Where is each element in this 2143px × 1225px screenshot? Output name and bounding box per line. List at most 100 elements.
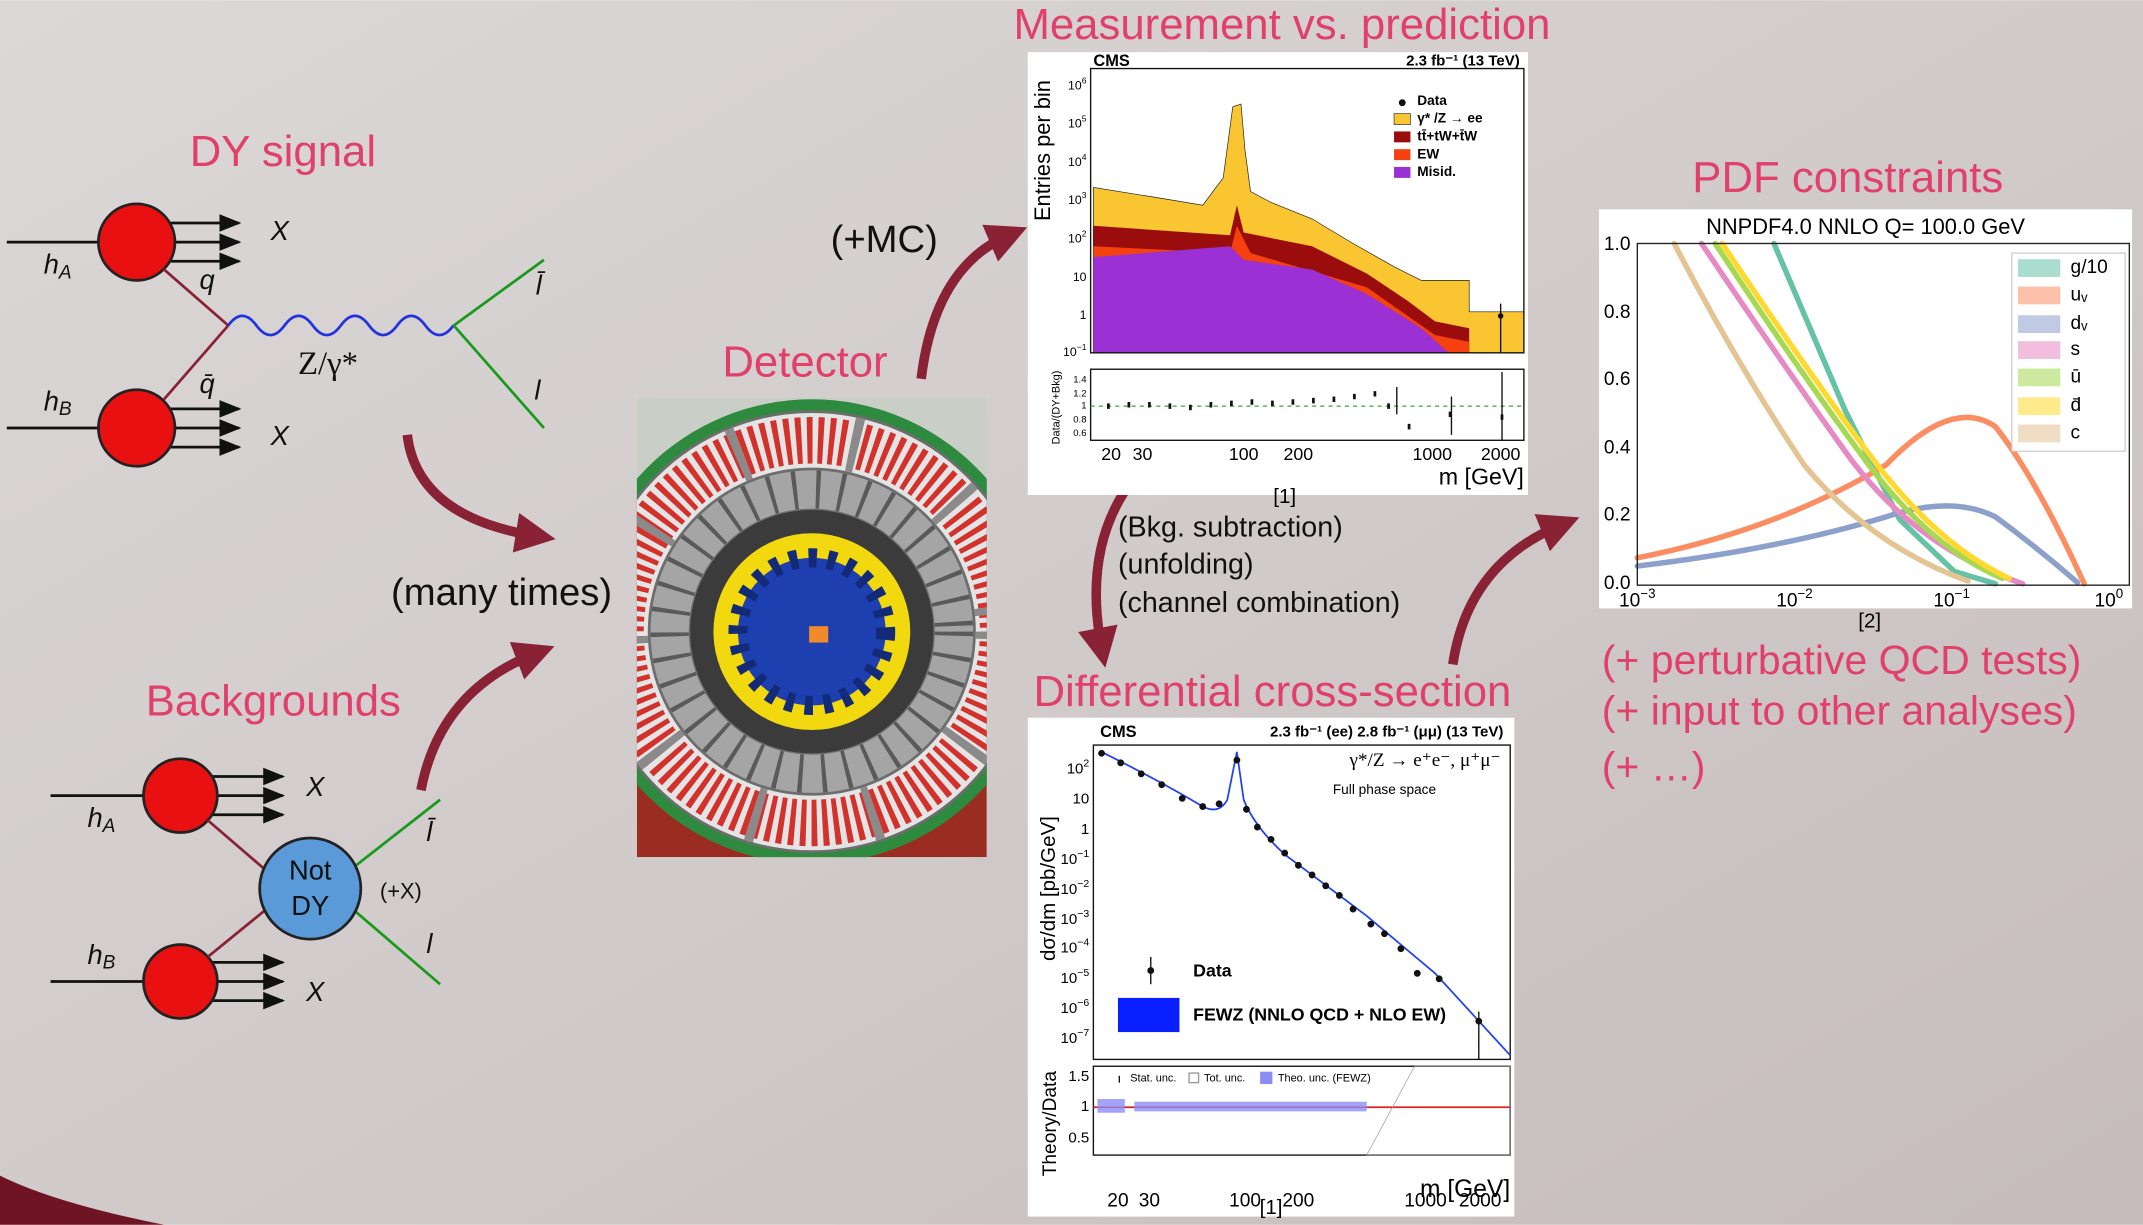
label: X <box>305 771 326 802</box>
experiment: CMS <box>1093 52 1129 70</box>
y-tick-label: −5 <box>1077 967 1089 979</box>
y-tick-label: 10 <box>1061 1000 1078 1017</box>
label: B <box>59 399 72 420</box>
y-tick-label: 1 <box>1081 821 1089 838</box>
y-tick-label: 3 <box>1082 190 1087 200</box>
reference: [1] <box>1260 1196 1283 1219</box>
y-tick-label: 0.4 <box>1604 438 1631 459</box>
label: A <box>102 816 116 837</box>
x-tick-label: −1 <box>1955 585 1970 600</box>
experiment: CMS <box>1100 723 1136 741</box>
x-tick-label: 2000 <box>1481 444 1521 464</box>
x-tick-label: 10 <box>1619 591 1640 612</box>
y-tick-label: −3 <box>1077 908 1089 920</box>
y-tick-label: 2 <box>1082 229 1087 239</box>
y-tick-label: 10 <box>1068 79 1082 93</box>
x-tick-label: −3 <box>1640 585 1655 600</box>
outcome: (+ input to other analyses) <box>1602 687 2077 733</box>
y-tick-label: 0.6 <box>1604 369 1631 390</box>
y-tick-label: 1 <box>1080 308 1087 322</box>
label: l <box>426 928 433 959</box>
y-tick-label: 10 <box>1073 270 1087 284</box>
x-tick-label: 30 <box>1133 444 1153 464</box>
x-tick-label: 1000 <box>1413 444 1453 464</box>
x-tick-label: 100 <box>1229 1191 1261 1212</box>
y-tick-label: 10 <box>1061 881 1078 898</box>
y-tick-label: 10 <box>1073 791 1090 808</box>
x-tick-label: 20 <box>1107 1191 1128 1212</box>
annotation: (many times) <box>391 571 612 614</box>
legend-swatch <box>2019 369 2060 385</box>
y-tick-label: −1 <box>1077 342 1087 352</box>
label: Z/γ* <box>298 346 358 382</box>
y-tick-label: −1 <box>1077 848 1089 860</box>
legend-label: Data <box>1417 93 1447 108</box>
x-tick-label: 30 <box>1139 1191 1160 1212</box>
reference: [2] <box>1858 609 1881 632</box>
legend-label: c <box>2071 423 2081 444</box>
x-tick-label: 10 <box>1776 591 1797 612</box>
legend-label: EW <box>1417 146 1439 161</box>
legend-swatch <box>2019 316 2060 332</box>
slide: DY signal Backgrounds Detector Measureme… <box>0 0 2143 1225</box>
y-tick-label: −2 <box>1077 878 1089 890</box>
label: X <box>270 215 291 246</box>
ratio-label: Theory/Data <box>1040 1071 1061 1177</box>
lumi: 2.3 fb⁻¹ (ee) 2.8 fb⁻¹ (μμ) (13 TeV) <box>1270 724 1503 741</box>
ratio-label: Data/(DY+Bkg) <box>1050 371 1062 445</box>
reference: [1] <box>1273 485 1296 508</box>
y-tick-label: 1 <box>1081 401 1086 412</box>
y-tick-label: 0.8 <box>1604 302 1631 323</box>
annotation: (Bkg. subtraction) <box>1118 512 1343 544</box>
legend-swatch <box>2019 398 2060 414</box>
label: h <box>87 939 102 970</box>
legend-label: s <box>2071 339 2081 360</box>
legend-label: Theo. unc. (FEWZ) <box>1278 1072 1371 1084</box>
x-label: m [GeV] <box>1439 464 1524 490</box>
legend-swatch <box>2019 287 2060 303</box>
x-tick-label: 20 <box>1101 444 1121 464</box>
y-tick-label: 2 <box>1083 757 1089 769</box>
y-tick-label: −4 <box>1077 936 1089 948</box>
y-tick-label: 1.0 <box>1604 234 1631 255</box>
legend-label: g/10 <box>2071 257 2108 278</box>
title-measurement: Measurement vs. prediction <box>1013 0 1550 49</box>
y-tick-label: 10 <box>1063 345 1077 359</box>
y-tick-label: 10 <box>1061 851 1078 868</box>
y-tick-label: −7 <box>1077 1027 1089 1039</box>
y-tick-label: 10 <box>1068 155 1082 169</box>
legend-label: tt̄+tW+t̄W <box>1417 128 1477 143</box>
x-tick-label: 10 <box>1933 591 1954 612</box>
y-label: dσ/dm [pb/GeV] <box>1037 816 1060 961</box>
y-tick-label: 0.2 <box>1604 505 1631 526</box>
x-tick-label: 1000 <box>1404 1191 1447 1212</box>
legend-label: γ* /Z → ee <box>1417 111 1483 126</box>
cross-section-plot <box>1028 718 1515 1217</box>
title-detector: Detector <box>722 338 887 387</box>
y-tick-label: 1.2 <box>1073 388 1086 399</box>
legend-swatch <box>2019 342 2060 358</box>
phase-space: Full phase space <box>1333 782 1436 797</box>
y-tick-label: 6 <box>1082 76 1087 86</box>
label: X <box>270 420 291 451</box>
blob-label: DY <box>291 890 329 921</box>
label: q <box>200 264 216 295</box>
y-tick-label: 1.4 <box>1073 375 1087 386</box>
y-tick-label: 0.6 <box>1073 428 1086 439</box>
label: h <box>87 802 102 833</box>
x-tick-label: 2000 <box>1459 1191 1502 1212</box>
legend-swatch <box>2019 425 2060 441</box>
y-tick-label: 10 <box>1067 761 1084 778</box>
y-tick-label: 10 <box>1061 970 1078 987</box>
outcome: (+ perturbative QCD tests) <box>1602 637 2082 683</box>
legend-label: ū <box>2071 366 2082 387</box>
legend-label: FEWZ (NNLO QCD + NLO EW) <box>1193 1004 1446 1024</box>
y-tick-label: 4 <box>1082 152 1087 162</box>
legend-label: Data <box>1193 961 1232 981</box>
legend-label: d̄ <box>2071 395 2082 416</box>
y-tick-label: 10 <box>1068 232 1082 246</box>
y-tick-label: 10 <box>1068 117 1082 131</box>
label: X <box>305 976 326 1007</box>
label: l <box>534 375 541 406</box>
label: h <box>44 249 59 280</box>
